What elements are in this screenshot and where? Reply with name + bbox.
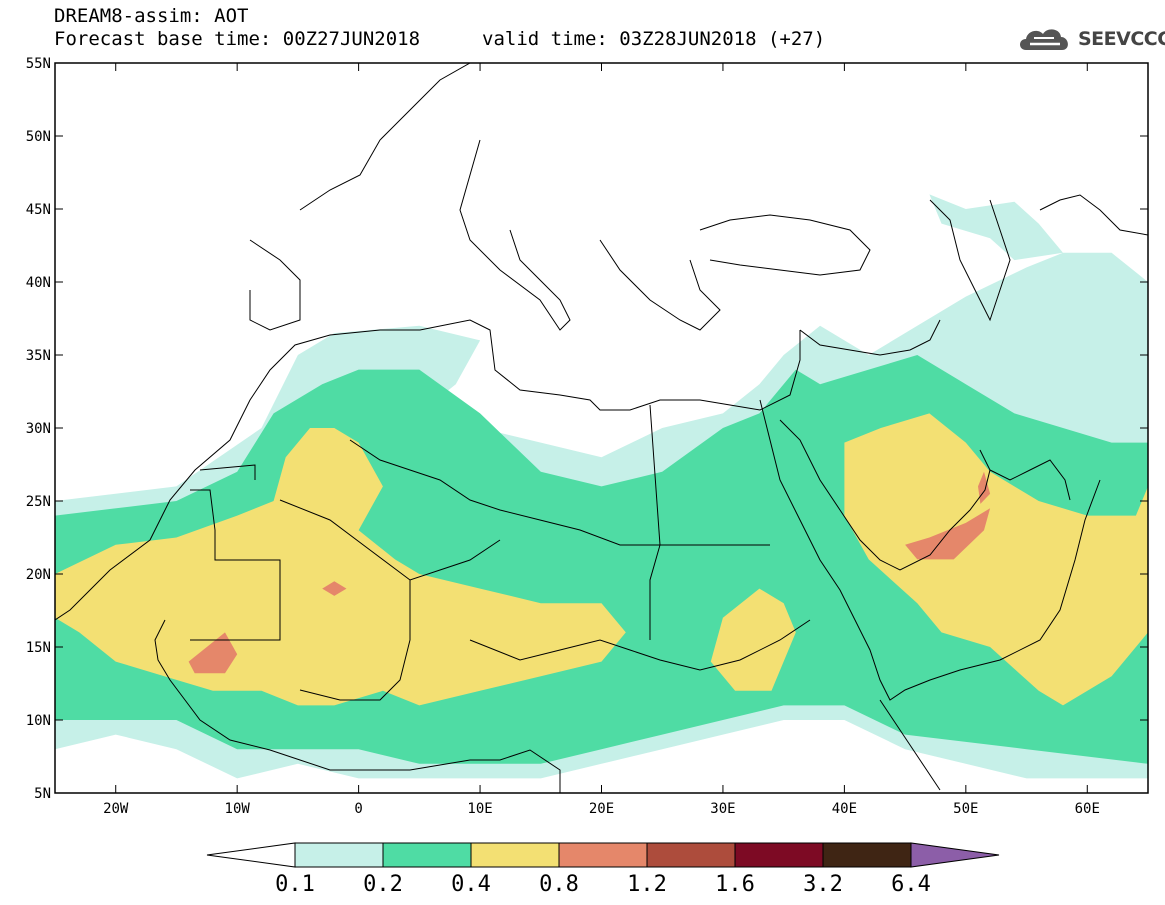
colorbar-label-1.6: 1.6: [715, 872, 755, 897]
lon-label-50E: 50E: [953, 801, 978, 817]
lat-label-45N: 45N: [26, 202, 51, 218]
seevccc-logo: SEEVCCC: [1016, 22, 1165, 56]
colorbar-segment-4: [646, 842, 736, 868]
colorbar-label-0.1: 0.1: [275, 872, 315, 897]
colorbar-segment-3: [558, 842, 648, 868]
aot-region-1: [929, 194, 1063, 261]
map-title: DREAM8-assim: AOT: [54, 5, 249, 27]
aot-region-7: [905, 508, 991, 560]
colorbar-arrow-high: [910, 842, 1000, 868]
forecast-base-time: Forecast base time: 00Z27JUN2018: [54, 28, 421, 50]
aot-region-8: [322, 581, 347, 596]
colorbar-label-6.4: 6.4: [891, 872, 931, 897]
lon-label-40E: 40E: [832, 801, 857, 817]
lon-label-10W: 10W: [225, 801, 251, 817]
lat-label-25N: 25N: [26, 494, 51, 510]
aot-region-3: [55, 428, 626, 706]
colorbar-segment-0: [294, 842, 384, 868]
valid-time: valid time: 03Z28JUN2018 (+27): [482, 28, 826, 50]
lat-label-55N: 55N: [26, 56, 51, 72]
colorbar-label-0.4: 0.4: [451, 872, 491, 897]
logo-text: SEEVCCC: [1078, 28, 1165, 50]
aot-field: [55, 194, 1148, 779]
lat-label-50N: 50N: [26, 129, 51, 145]
colorbar-label-1.2: 1.2: [627, 872, 667, 897]
lat-label-20N: 20N: [26, 567, 51, 583]
coastlines: [55, 63, 1148, 793]
aot-region-4: [710, 588, 796, 691]
colorbar-segment-6: [822, 842, 912, 868]
lat-label-30N: 30N: [26, 421, 51, 437]
colorbar-label-3.2: 3.2: [803, 872, 843, 897]
lon-label-10E: 10E: [467, 801, 492, 817]
lat-label-35N: 35N: [26, 348, 51, 364]
lat-label-5N: 5N: [34, 786, 51, 802]
lat-label-40N: 40N: [26, 275, 51, 291]
lon-label-20E: 20E: [589, 801, 614, 817]
lon-label-60E: 60E: [1075, 801, 1100, 817]
colorbar-arrow-low: [206, 842, 296, 868]
colorbar: 0.1 0.2 0.4 0.8 1.2 1.6 3.2 6.4: [206, 842, 1000, 897]
aot-region-5: [844, 413, 1148, 706]
colorbar-segment-2: [470, 842, 560, 868]
lat-label-15N: 15N: [26, 640, 51, 656]
colorbar-segment-5: [734, 842, 824, 868]
lon-label-30E: 30E: [710, 801, 735, 817]
aot-region-6: [188, 632, 238, 674]
lon-label-0: 0: [354, 801, 362, 817]
lat-label-10N: 10N: [26, 713, 51, 729]
lon-label-20W: 20W: [103, 801, 129, 817]
colorbar-label-0.8: 0.8: [539, 872, 579, 897]
cloud-logo-icon: [1020, 29, 1068, 50]
colorbar-label-0.2: 0.2: [363, 872, 403, 897]
map-axes: 55N 50N 45N 40N 35N 30N 25N 20N 15N 10N 5N 20W 10W 0 1…: [26, 56, 1148, 817]
colorbar-segment-1: [382, 842, 472, 868]
